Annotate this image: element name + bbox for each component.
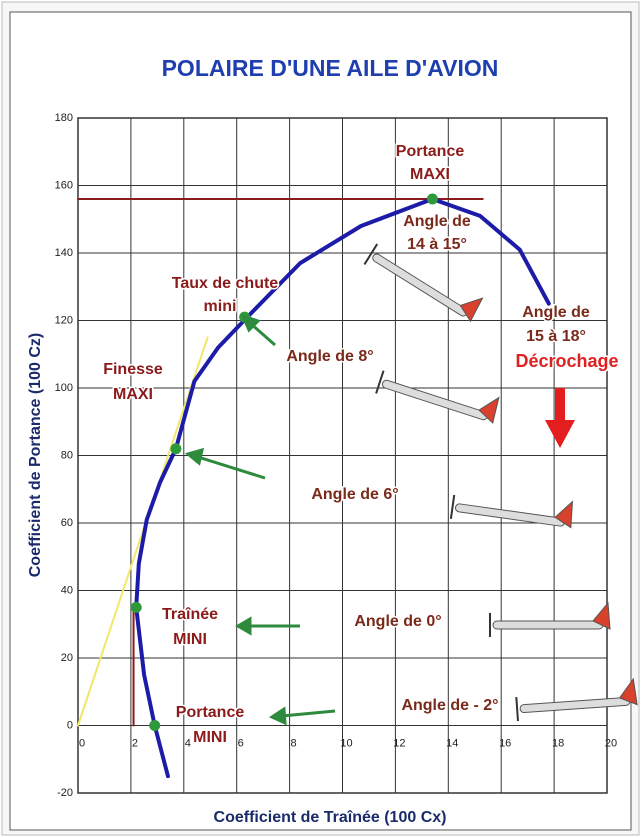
annotation: 14 à 15° xyxy=(407,236,467,253)
arrows xyxy=(184,313,336,726)
x-tick-label: 8 xyxy=(291,737,297,749)
annotation: 15 à 18° xyxy=(526,328,586,345)
annotation: Angle de xyxy=(403,213,471,230)
annotation: mini xyxy=(204,298,237,315)
point-marker xyxy=(170,443,182,455)
annotation: Angle de 0° xyxy=(354,613,441,630)
plot-border xyxy=(77,117,608,794)
annotation: Taux de chute xyxy=(172,275,278,292)
y-tick-label: 60 xyxy=(61,517,73,529)
y-tick-label: 180 xyxy=(55,112,73,124)
plot-area: -20 0 20 40 60 80 100 120 140 160 180 0 2 4 6 8 10 12 14 16… xyxy=(55,112,617,799)
y-tick-label: 140 xyxy=(55,247,73,259)
y-tick-label: 0 xyxy=(67,719,73,731)
annotation: Angle de - 2° xyxy=(401,697,498,714)
x-axis-label: Coefficient de Traînée (100 Cx) xyxy=(214,809,447,826)
annotation: Portance xyxy=(396,143,465,160)
annotation: Angle de xyxy=(522,304,590,321)
y-axis-label: Coefficient de Portance (100 Cz) xyxy=(27,333,44,578)
y-tick-label: 100 xyxy=(55,382,73,394)
y-tick-label: 80 xyxy=(61,449,73,461)
y-tick-label: 120 xyxy=(55,314,73,326)
annotation: Finesse xyxy=(103,361,163,378)
annotation: Traînée xyxy=(162,606,218,623)
stall-arrow xyxy=(545,388,575,448)
annotation: Portance xyxy=(176,704,245,721)
x-tick-label: 4 xyxy=(185,737,191,749)
chart-title: POLAIRE D'UNE AILE D'AVION xyxy=(162,55,499,81)
illustrations xyxy=(184,243,638,726)
x-tick-label: 16 xyxy=(499,737,511,749)
annotation: Décrochage xyxy=(515,351,618,371)
y-tick-label: 160 xyxy=(55,179,73,191)
point-marker xyxy=(426,193,438,205)
panel xyxy=(9,11,632,831)
x-tick-label: 6 xyxy=(238,737,244,749)
x-tick-label: 0 xyxy=(79,737,85,749)
annotation: MAXI xyxy=(410,166,450,183)
x-tick-label: 18 xyxy=(552,737,564,749)
point-marker xyxy=(149,720,161,731)
x-tick-label: 10 xyxy=(340,737,352,749)
airplanes xyxy=(363,243,638,722)
annotation: Angle de 6° xyxy=(311,486,398,503)
x-tick-label: 20 xyxy=(605,737,617,749)
annotation: Angle de 8° xyxy=(286,348,373,365)
y-tick-label: 40 xyxy=(61,584,73,596)
annotations: Portance MAXI Angle de 14 à 15° Taux de chut… xyxy=(102,142,620,748)
point-marker xyxy=(130,601,142,613)
polar-curve xyxy=(134,197,551,779)
x-tick-label: 14 xyxy=(446,737,458,749)
x-tick-label: 2 xyxy=(132,737,138,749)
annotation: MINI xyxy=(173,631,207,648)
annotation: MINI xyxy=(193,729,227,746)
x-tick-label: 12 xyxy=(393,737,405,749)
y-tick-label: 20 xyxy=(61,652,73,664)
annotation: MAXI xyxy=(113,386,153,403)
y-tick-label: -20 xyxy=(57,787,73,799)
